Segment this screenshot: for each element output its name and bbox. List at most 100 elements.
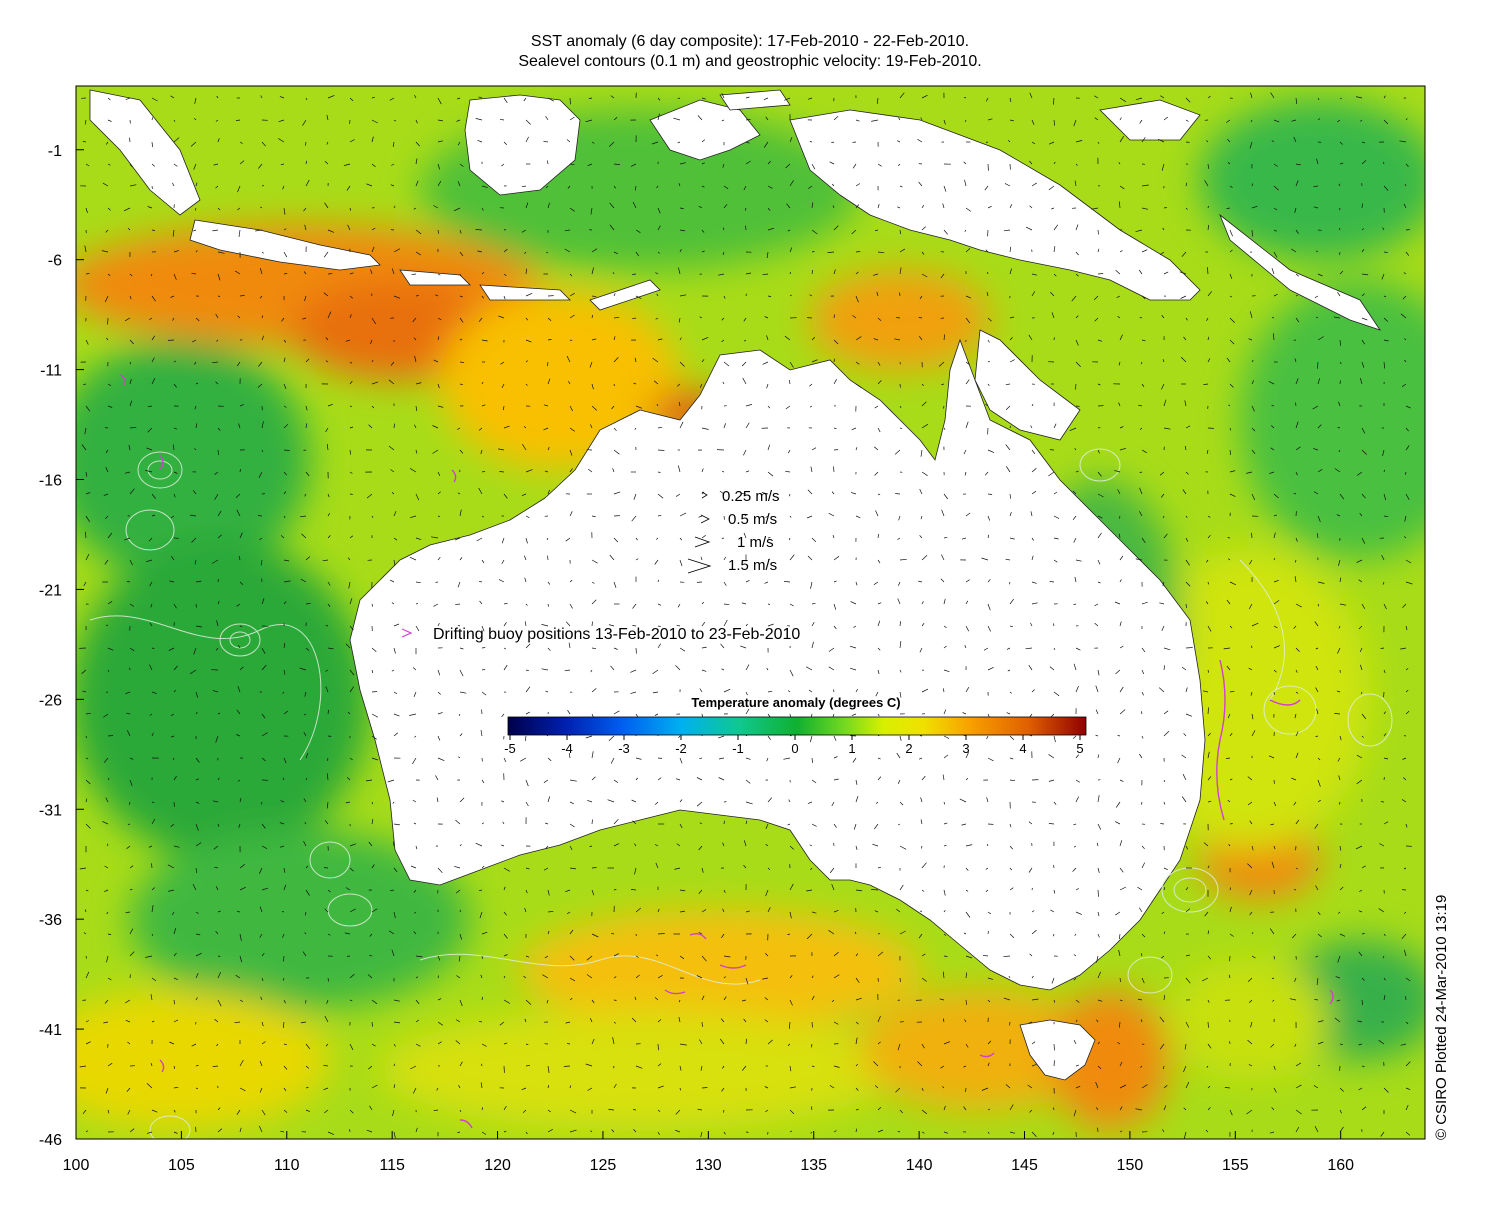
velocity-arrow (1336, 690, 1341, 693)
velocity-arrow (260, 95, 263, 99)
velocity-arrow (921, 601, 924, 605)
velocity-arrow (831, 883, 835, 891)
velocity-arrow (459, 691, 467, 694)
velocity-arrow (784, 97, 791, 101)
velocity-arrow (346, 185, 351, 191)
velocity-arrow (921, 1109, 928, 1115)
velocity-arrow (1163, 399, 1167, 407)
velocity-arrow (173, 999, 175, 1005)
velocity-arrow (897, 206, 901, 209)
velocity-arrow (390, 184, 395, 187)
velocity-arrow (104, 295, 109, 303)
velocity-arrow (965, 687, 970, 693)
velocity-arrow (371, 96, 375, 99)
velocity-arrow (877, 1041, 881, 1045)
velocity-arrow (877, 866, 881, 869)
velocity-arrow (1053, 1060, 1055, 1067)
velocity-arrow (1403, 536, 1407, 539)
velocity-arrow (1207, 732, 1211, 737)
velocity-arrow (1226, 665, 1231, 671)
velocity-arrow (657, 251, 661, 254)
velocity-arrow (877, 776, 882, 781)
velocity-arrow (525, 779, 529, 787)
y-tick-label: -36 (39, 912, 62, 929)
velocity-arrow (1317, 799, 1321, 803)
velocity-arrow (1139, 511, 1143, 517)
velocity-arrow (745, 801, 753, 805)
velocity-arrow (1074, 180, 1077, 187)
x-tick-label: 110 (274, 1157, 300, 1174)
velocity-arrow (146, 559, 153, 563)
velocity-arrow (789, 1130, 793, 1133)
velocity-arrow (481, 865, 485, 869)
velocity-arrow (105, 141, 109, 145)
velocity-arrow (608, 624, 615, 627)
velocity-arrow (610, 665, 615, 671)
velocity-arrow (236, 603, 241, 607)
velocity-arrow (1229, 470, 1236, 473)
velocity-arrow (391, 268, 395, 275)
velocity-arrow (437, 515, 441, 518)
velocity-arrow (921, 1087, 924, 1091)
velocity-arrow (349, 272, 354, 275)
velocity-arrow (1229, 625, 1233, 629)
velocity-arrow (393, 248, 401, 253)
velocity-arrow (1315, 955, 1319, 958)
velocity-arrow (1271, 977, 1275, 980)
velocity-arrow (214, 866, 219, 869)
velocity-arrow (239, 404, 244, 407)
velocity-arrow (613, 449, 620, 455)
velocity-arrow (283, 580, 291, 583)
velocity-arrow (807, 489, 813, 495)
velocity-arrow (323, 1087, 329, 1091)
velocity-arrow (216, 1043, 219, 1047)
velocity-arrow (1405, 559, 1412, 564)
velocity-arrow (850, 601, 857, 605)
velocity-arrow (503, 97, 508, 103)
velocity-arrow (459, 647, 464, 650)
velocity-arrow (217, 1128, 223, 1133)
velocity-arrow (677, 141, 681, 144)
velocity-arrow (965, 972, 968, 979)
velocity-arrow (613, 779, 618, 783)
velocity-arrow (1250, 1021, 1253, 1028)
velocity-arrow (106, 337, 109, 341)
velocity-arrow (1118, 402, 1121, 407)
velocity-arrow (1359, 378, 1363, 385)
velocity-arrow (565, 1021, 571, 1024)
velocity-arrow (1229, 249, 1233, 253)
velocity-arrow (1361, 141, 1366, 144)
velocity-arrow (831, 801, 835, 807)
velocity-arrow (304, 932, 307, 935)
velocity-arrow (129, 865, 134, 869)
velocity-arrow (1227, 162, 1231, 165)
velocity-arrow (608, 141, 615, 147)
velocity-arrow (965, 1043, 969, 1048)
velocity-arrow (481, 470, 486, 473)
velocity-arrow (789, 911, 792, 919)
velocity-arrow (1185, 908, 1191, 913)
velocity-arrow (721, 317, 725, 321)
velocity-arrow (809, 735, 813, 743)
velocity-arrow (126, 845, 131, 849)
velocity-arrow (899, 735, 902, 741)
velocity-arrow (679, 1043, 687, 1046)
velocity-arrow (1339, 577, 1342, 583)
velocity-arrow (943, 229, 948, 235)
velocity-arrow (1273, 293, 1278, 297)
velocity-arrow (371, 246, 375, 253)
velocity-arrow (1181, 754, 1187, 759)
velocity-arrow (1031, 602, 1038, 605)
velocity-arrow (1097, 1065, 1102, 1070)
velocity-arrow (170, 735, 175, 738)
velocity-arrow (105, 797, 109, 803)
velocity-arrow (502, 821, 505, 825)
velocity-arrow (217, 510, 222, 517)
velocity-arrow (195, 625, 203, 628)
velocity-arrow (151, 97, 158, 102)
velocity-arrow (1009, 97, 1012, 102)
velocity-arrow (1382, 449, 1385, 457)
velocity-arrow (807, 801, 813, 804)
velocity-arrow (918, 580, 923, 583)
velocity-arrow (831, 491, 835, 495)
